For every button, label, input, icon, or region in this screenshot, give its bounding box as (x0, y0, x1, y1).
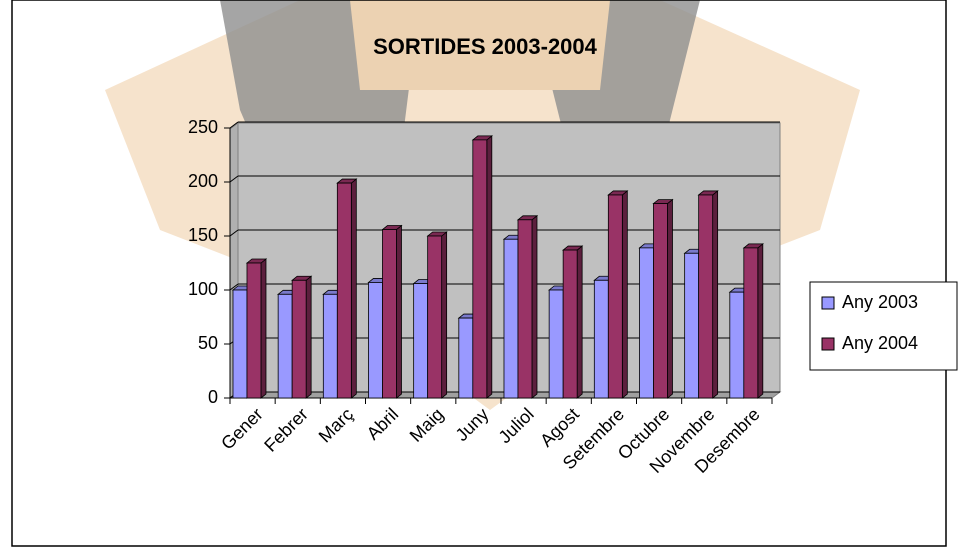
y-tick-label: 200 (188, 171, 218, 191)
bar-side (532, 216, 537, 398)
bar-side (442, 232, 447, 398)
bar-side (758, 244, 763, 398)
bar-side (713, 191, 718, 398)
bar (337, 183, 351, 398)
page: {"chart_data": {"type": "bar", "title": … (0, 0, 958, 551)
bar (368, 282, 382, 398)
legend: Any 2003 Any 2004 (810, 282, 957, 370)
chart-title: SORTIDES 2003-2004 (373, 34, 598, 59)
bar (428, 236, 442, 398)
y-tick-label: 0 (208, 387, 218, 407)
x-tick-label: Abril (363, 404, 403, 444)
x-tick-label: Març (315, 404, 357, 446)
bar (382, 230, 396, 398)
bar-side (261, 259, 266, 398)
bar (594, 280, 608, 398)
bar (563, 250, 577, 398)
legend-swatch (822, 297, 834, 309)
bar (247, 263, 261, 398)
bar (414, 284, 428, 398)
bar (699, 195, 713, 398)
bar (459, 318, 473, 398)
x-tick-label: Juny (452, 404, 493, 445)
bar-side (351, 179, 356, 398)
bar (744, 248, 758, 398)
bar-side (306, 276, 311, 398)
y-tick-label: 100 (188, 279, 218, 299)
bar-side (622, 191, 627, 398)
bar-side (396, 226, 401, 398)
bar (608, 195, 622, 398)
bar (292, 280, 306, 398)
bar-side (487, 136, 492, 398)
bar (685, 253, 699, 398)
bar-side (577, 246, 582, 398)
bar (323, 294, 337, 398)
bar-side (667, 200, 672, 398)
legend-label: Any 2003 (842, 292, 918, 312)
bar (278, 294, 292, 398)
bar (504, 239, 518, 398)
chart: SORTIDES 2003-2004 Any 2003 Any 2004 0 50 1… (0, 0, 958, 551)
bar (233, 290, 247, 398)
x-tick-label: Juliol (495, 404, 538, 447)
x-tick-label: Febrer (260, 404, 312, 456)
bar (549, 290, 563, 398)
y-tick-label: 150 (188, 225, 218, 245)
legend-swatch (822, 338, 834, 350)
y-tick-label: 250 (188, 117, 218, 137)
y-tick-label: 50 (198, 333, 218, 353)
legend-label: Any 2004 (842, 333, 918, 353)
bar (653, 204, 667, 398)
bar (639, 248, 653, 398)
x-tick-label: Gener (217, 404, 267, 454)
bar (518, 220, 532, 398)
bar (730, 292, 744, 398)
x-tick-label: Maig (406, 404, 448, 446)
bar (473, 140, 487, 398)
